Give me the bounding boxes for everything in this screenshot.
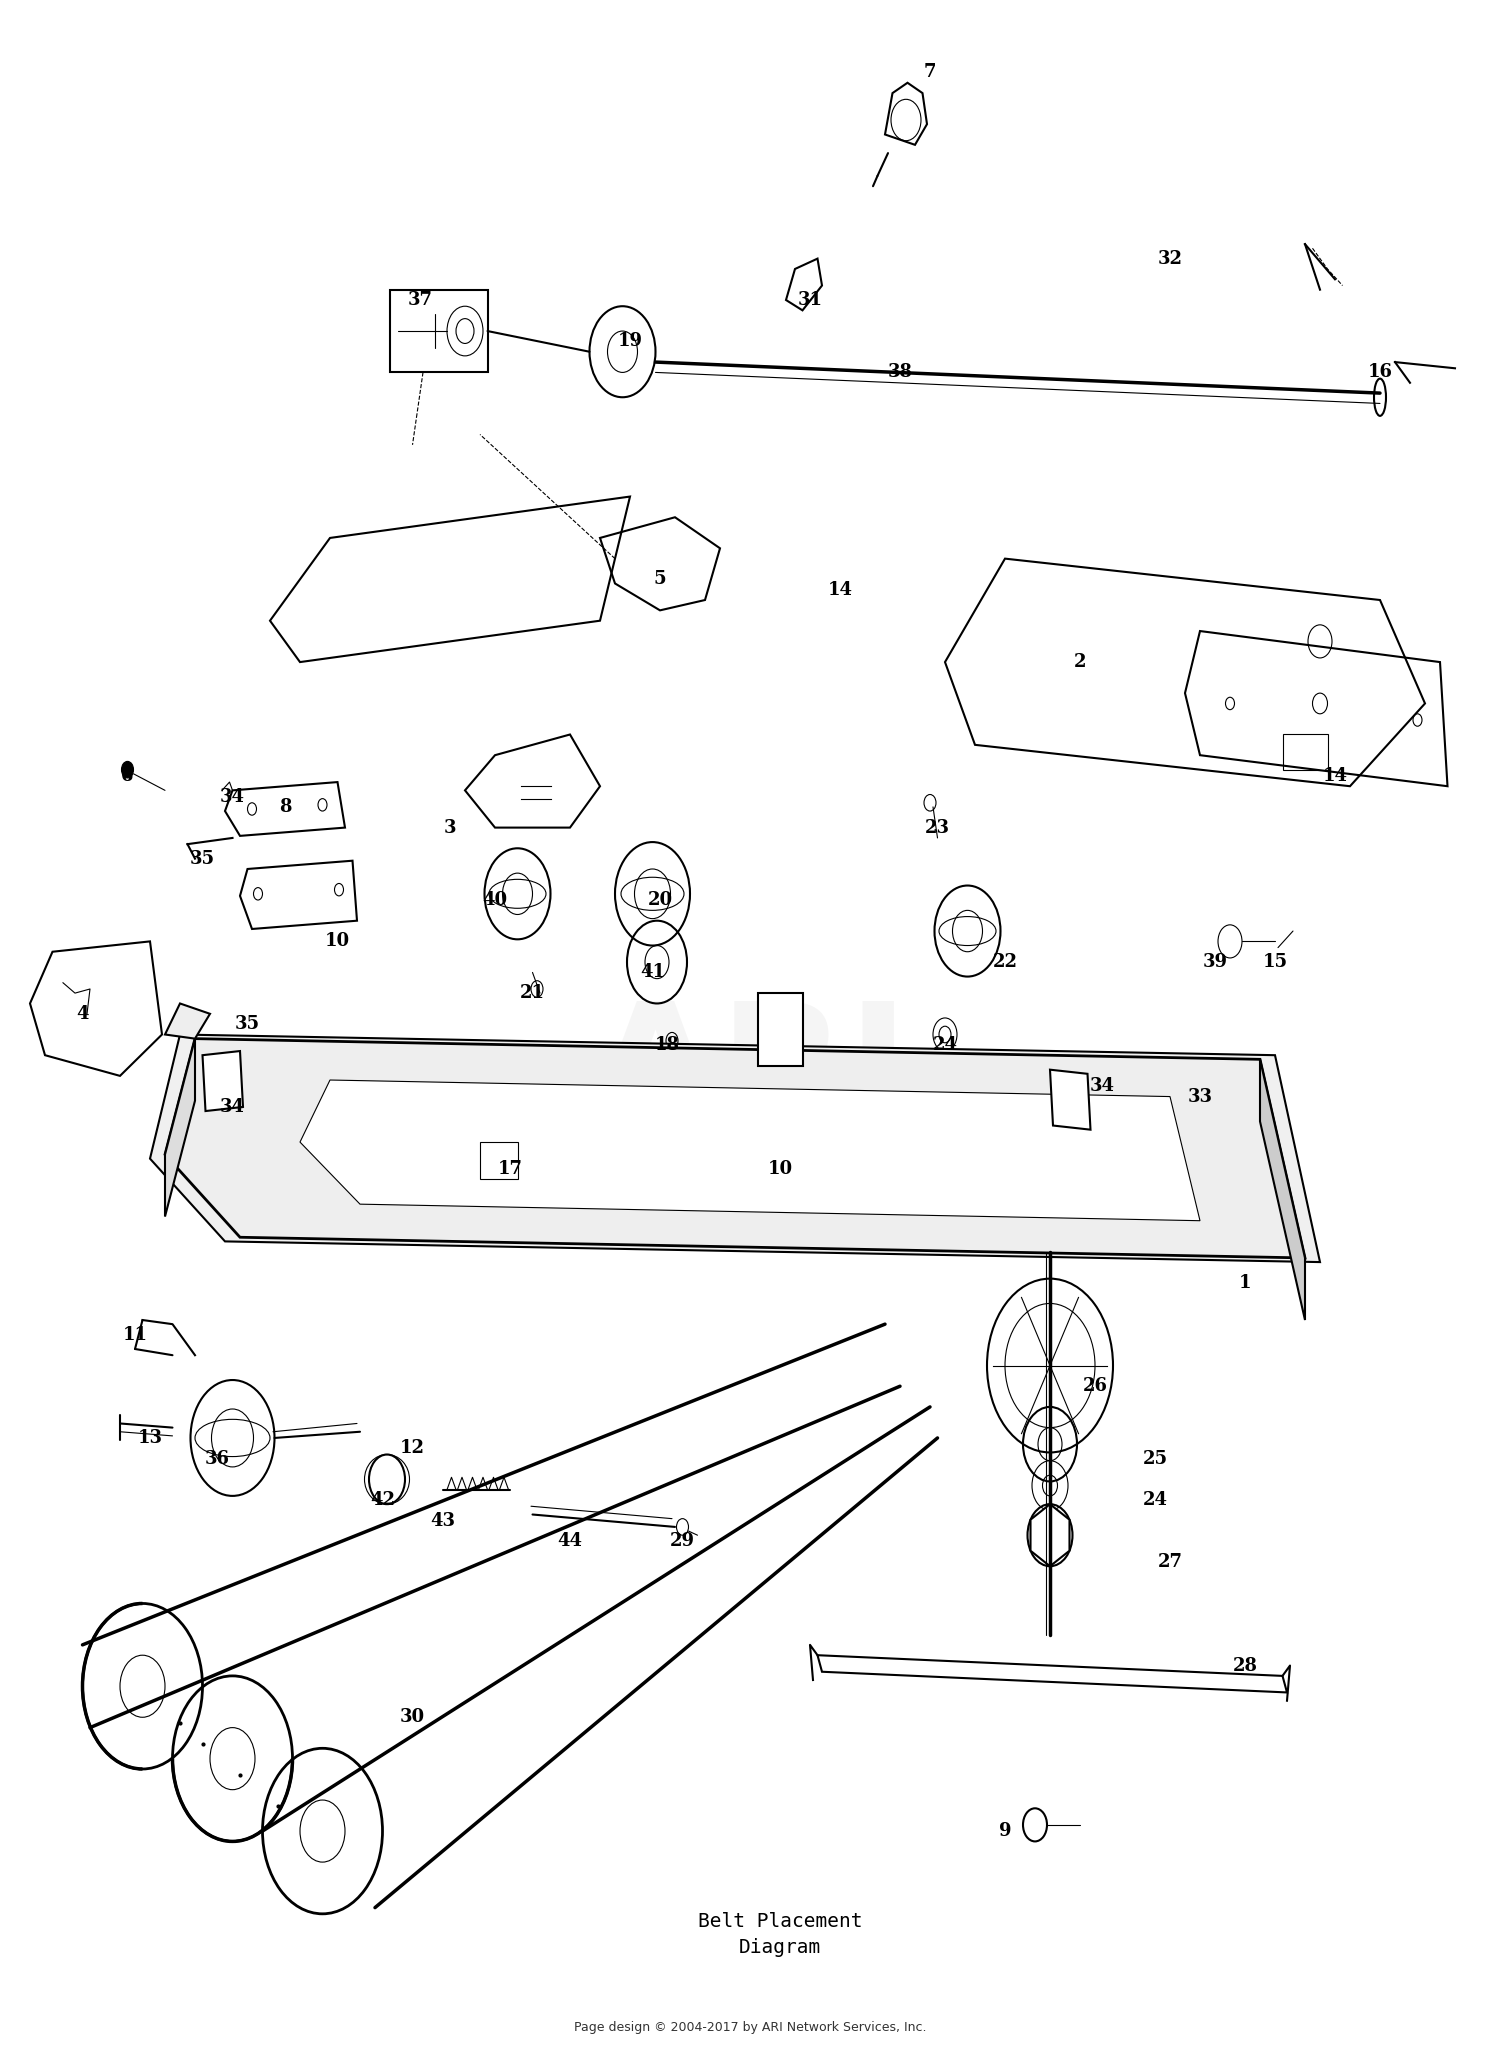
Text: 28: 28: [1233, 1657, 1257, 1674]
Text: 31: 31: [798, 292, 822, 308]
Text: 26: 26: [1083, 1378, 1107, 1395]
Polygon shape: [818, 1655, 1287, 1692]
Polygon shape: [165, 1003, 210, 1039]
Text: 2: 2: [1074, 654, 1086, 670]
Polygon shape: [1050, 1070, 1090, 1130]
Text: 32: 32: [1158, 250, 1182, 267]
Text: Belt Placement
Diagram: Belt Placement Diagram: [698, 1912, 862, 1957]
Polygon shape: [150, 1034, 1320, 1262]
Polygon shape: [165, 1039, 195, 1217]
Text: 37: 37: [408, 292, 432, 308]
Text: 8: 8: [279, 799, 291, 815]
Text: 14: 14: [1323, 768, 1347, 784]
FancyBboxPatch shape: [480, 1142, 518, 1179]
Polygon shape: [1260, 1059, 1305, 1320]
Text: 34: 34: [220, 1099, 245, 1115]
Text: 34: 34: [1090, 1078, 1114, 1095]
FancyBboxPatch shape: [390, 290, 488, 372]
Polygon shape: [165, 1039, 1305, 1258]
Polygon shape: [202, 1051, 243, 1111]
Text: 24: 24: [1143, 1492, 1167, 1508]
Text: 11: 11: [123, 1326, 147, 1343]
Text: 5: 5: [654, 571, 666, 588]
Text: 9: 9: [999, 1823, 1011, 1839]
Text: 35: 35: [190, 850, 214, 867]
Text: 3: 3: [444, 819, 456, 836]
Text: 18: 18: [656, 1037, 680, 1053]
Text: 1: 1: [1239, 1275, 1251, 1291]
Text: 14: 14: [828, 581, 852, 598]
FancyBboxPatch shape: [758, 993, 802, 1066]
Text: 13: 13: [138, 1430, 162, 1446]
Text: 10: 10: [326, 933, 350, 950]
Text: 16: 16: [1368, 364, 1392, 381]
Text: 39: 39: [1203, 954, 1227, 970]
Text: 35: 35: [236, 1016, 260, 1032]
Text: 25: 25: [1143, 1450, 1167, 1467]
Text: 20: 20: [648, 892, 672, 908]
Text: 4: 4: [76, 1006, 88, 1022]
Text: 6: 6: [122, 768, 134, 784]
Circle shape: [122, 761, 134, 778]
Text: 36: 36: [206, 1450, 230, 1467]
Text: 12: 12: [400, 1440, 424, 1457]
Text: 10: 10: [768, 1161, 792, 1177]
Text: 23: 23: [926, 819, 950, 836]
Text: 29: 29: [670, 1533, 694, 1550]
Polygon shape: [1030, 1504, 1069, 1566]
Text: 38: 38: [888, 364, 912, 381]
Text: 44: 44: [558, 1533, 582, 1550]
Text: 40: 40: [483, 892, 507, 908]
Text: 34: 34: [220, 788, 245, 805]
Text: 42: 42: [370, 1492, 394, 1508]
Text: 24: 24: [933, 1037, 957, 1053]
Text: 22: 22: [993, 954, 1017, 970]
Text: 15: 15: [1263, 954, 1287, 970]
Text: 33: 33: [1188, 1088, 1212, 1105]
Text: 17: 17: [498, 1161, 522, 1177]
Text: 19: 19: [618, 333, 642, 350]
Text: 30: 30: [400, 1709, 424, 1726]
Text: 7: 7: [924, 64, 936, 81]
Text: ARI: ARI: [591, 995, 909, 1157]
Text: 43: 43: [430, 1512, 454, 1529]
Text: Page design © 2004-2017 by ARI Network Services, Inc.: Page design © 2004-2017 by ARI Network S…: [573, 2021, 926, 2034]
Text: 21: 21: [520, 985, 544, 1001]
Polygon shape: [300, 1080, 1200, 1221]
Text: 41: 41: [640, 964, 664, 981]
Text: 27: 27: [1158, 1554, 1182, 1570]
